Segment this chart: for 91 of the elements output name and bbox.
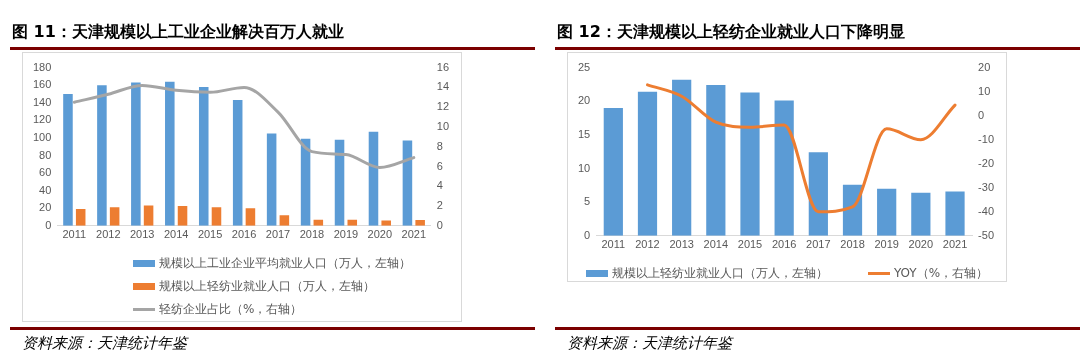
y-tick-label: 25 (577, 60, 591, 73)
y2-tick-label: 20 (978, 60, 991, 73)
x-tick-label: 2012 (96, 228, 121, 241)
bar (603, 107, 623, 236)
x-tick-label: 2015 (197, 228, 223, 241)
line-series (645, 83, 957, 214)
bar (637, 91, 658, 236)
y2-tick-label: 10 (436, 119, 450, 132)
chart-title: 图 12：天津规模以上轻纺企业就业人口下降明显 (557, 22, 905, 43)
y-tick-label: 60 (39, 166, 52, 179)
x-tick-label: 2011 (62, 228, 87, 241)
bar (245, 208, 256, 226)
y-tick-label: 10 (577, 161, 591, 174)
x-tick-label: 2014 (163, 228, 189, 241)
x-tick-label: 2021 (401, 228, 427, 241)
bar (198, 86, 209, 226)
x-tick-label: 2018 (840, 238, 865, 251)
legend-label: 规模以上工业企业平均就业人口（万人，左轴） (159, 255, 411, 272)
y2-tick-label: 10 (978, 84, 991, 97)
bar (706, 85, 726, 236)
y2-tick-label: -10 (978, 132, 995, 145)
y2-tick-label: 14 (436, 80, 450, 93)
legend-label: 规模以上轻纺业就业人口（万人，左轴） (611, 265, 828, 282)
text: 资料来源：天津统计年鉴 (567, 334, 732, 353)
x-tick-label: 2016 (231, 228, 257, 241)
y-tick-label: 20 (577, 94, 591, 107)
x-tick-label: 2013 (669, 238, 694, 251)
y-tick-label: 40 (39, 183, 52, 196)
x-tick-label: 2014 (703, 238, 729, 251)
bar (415, 220, 425, 226)
bar (177, 206, 188, 226)
text: 资料来源：天津统计年鉴 (22, 334, 187, 353)
y-tick-label: 120 (32, 113, 52, 126)
y2-tick-label: 16 (436, 60, 450, 73)
x-tick-label: 2019 (874, 238, 899, 251)
y-tick-label: 140 (32, 95, 52, 108)
bar (131, 82, 141, 226)
legend-label: 轻纺企业占比（%，右轴） (159, 301, 303, 318)
bar (75, 209, 86, 226)
y2-tick-label: -30 (978, 180, 995, 193)
y-tick-label: 160 (32, 78, 52, 91)
bar (945, 191, 965, 236)
x-tick-label: 2020 (367, 228, 393, 241)
y2-tick-label: 0 (436, 218, 443, 231)
bar (63, 93, 73, 226)
bar (368, 131, 379, 226)
y2-tick-label: 4 (436, 179, 443, 192)
y-tick-label: 80 (39, 148, 52, 161)
bar (232, 100, 243, 226)
y-tick-label: 180 (32, 60, 52, 73)
y-tick-label: 0 (45, 218, 52, 231)
y-tick-label: 100 (32, 130, 52, 143)
y2-tick-label: 6 (436, 159, 443, 172)
y2-tick-label: -20 (978, 156, 995, 169)
bar (266, 133, 277, 226)
bar (774, 100, 794, 236)
bar (877, 188, 897, 236)
y-tick-label: 20 (39, 201, 52, 214)
y2-tick-label: 12 (436, 100, 450, 113)
x-tick-label: 2017 (265, 228, 291, 241)
x-tick-label: 2016 (771, 238, 797, 251)
y-tick-label: 15 (577, 127, 591, 140)
y2-tick-label: -40 (978, 204, 995, 217)
chart-title: 图 11：天津规模以上工业企业解决百万人就业 (12, 22, 344, 43)
legend-label: 规模以上轻纺业就业人口（万人，左轴） (159, 278, 375, 295)
y2-tick-label: 0 (978, 108, 985, 121)
bar (808, 152, 828, 236)
legend-label: YOY（%，右轴） (893, 265, 989, 282)
bar (911, 192, 931, 236)
x-tick-label: 2012 (635, 238, 660, 251)
x-tick-label: 2018 (299, 228, 325, 241)
x-tick-label: 2019 (333, 228, 359, 241)
y-tick-label: 5 (584, 195, 591, 208)
bar (165, 81, 175, 226)
bar (740, 92, 760, 236)
bar (334, 139, 345, 226)
y-tick-label: 0 (584, 228, 591, 241)
bar (97, 85, 107, 226)
x-tick-label: 2013 (129, 228, 155, 241)
y2-tick-label: 8 (436, 139, 443, 152)
line-series (72, 83, 416, 169)
bar (672, 79, 692, 236)
x-tick-label: 2020 (908, 238, 934, 251)
y2-tick-label: 2 (436, 199, 443, 212)
bar (211, 207, 222, 226)
x-tick-label: 2015 (737, 238, 763, 251)
x-tick-label: 2011 (601, 238, 626, 251)
y2-tick-label: -50 (978, 228, 995, 241)
bar (109, 207, 120, 226)
x-tick-label: 2021 (942, 238, 968, 251)
x-tick-label: 2017 (806, 238, 831, 251)
